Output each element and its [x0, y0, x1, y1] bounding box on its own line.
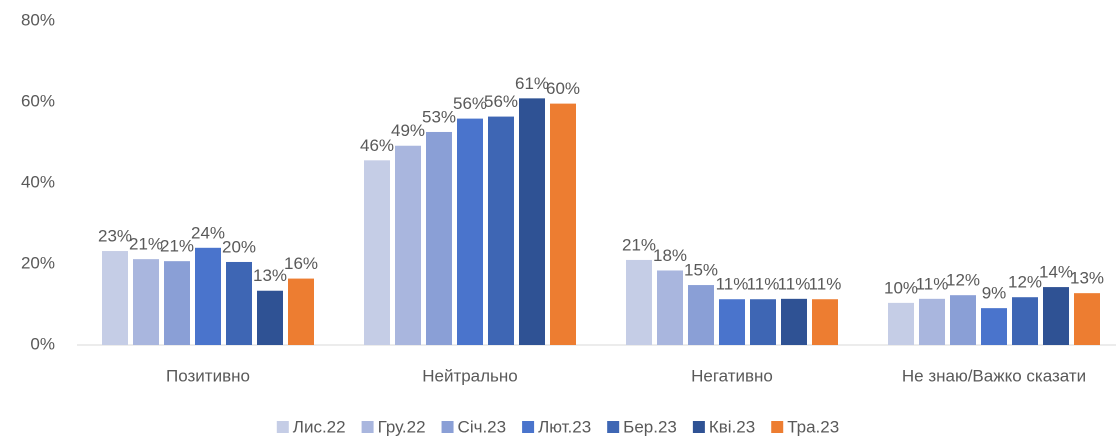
legend-swatch [692, 421, 705, 433]
bar [888, 302, 914, 345]
legend-label: Лют.23 [538, 417, 591, 436]
data-label: 14% [1039, 263, 1073, 282]
data-label: 11% [916, 274, 949, 293]
legend-label: Гру.22 [378, 417, 426, 436]
data-label: 13% [253, 266, 287, 285]
y-tick-label: 0% [30, 334, 55, 353]
legend-label: Січ.23 [458, 417, 507, 436]
bar [550, 103, 576, 346]
data-label: 18% [653, 246, 687, 265]
bar [257, 290, 283, 345]
bar [426, 131, 452, 345]
x-tick-label: Негативно [691, 366, 773, 385]
legend-swatch [361, 421, 374, 433]
bar [1074, 293, 1100, 345]
data-label: 16% [284, 254, 318, 273]
legend-swatch [276, 421, 289, 433]
data-label: 20% [222, 237, 256, 256]
data-label: 23% [98, 227, 132, 246]
data-label: 13% [1070, 269, 1104, 288]
legend-swatch [771, 421, 784, 433]
data-label: 46% [360, 136, 394, 155]
data-label: 21% [622, 235, 656, 254]
bar [719, 299, 745, 345]
bar [1012, 297, 1038, 345]
legend-label: Лис.22 [293, 417, 346, 436]
bar [781, 298, 807, 345]
bar [519, 98, 545, 345]
data-label: 21% [160, 237, 194, 256]
bar [812, 299, 838, 345]
legend-swatch [522, 421, 535, 433]
legend-swatch [441, 421, 454, 433]
bar [364, 160, 390, 345]
bar [457, 118, 483, 345]
data-label: 11% [716, 275, 749, 294]
data-label: 61% [515, 74, 549, 93]
bar [102, 251, 128, 345]
bar [195, 247, 221, 345]
data-label: 12% [946, 271, 980, 290]
bar [981, 308, 1007, 345]
data-label: 10% [884, 278, 918, 297]
data-label: 21% [129, 235, 163, 254]
bar [688, 285, 714, 345]
bar [164, 261, 190, 345]
data-label: 56% [484, 92, 518, 111]
legend-label: Бер.23 [623, 417, 677, 436]
bar [133, 259, 159, 345]
y-tick-label: 40% [21, 172, 55, 191]
bar [657, 270, 683, 345]
data-label: 53% [422, 107, 456, 126]
data-label: 12% [1008, 273, 1042, 292]
x-tick-label: Нейтрально [422, 366, 518, 385]
bar [488, 116, 514, 345]
legend-swatch [607, 421, 620, 433]
bar [950, 295, 976, 345]
x-tick-label: Позитивно [166, 366, 250, 385]
data-label: 15% [684, 261, 718, 280]
y-tick-label: 80% [21, 10, 55, 29]
data-label: 9% [982, 284, 1007, 303]
data-label: 11% [778, 274, 811, 293]
legend-label: Кві.23 [709, 417, 755, 436]
bar [626, 259, 652, 345]
data-label: 11% [747, 275, 780, 294]
bar [226, 261, 252, 345]
data-label: 24% [191, 223, 225, 242]
bar [919, 298, 945, 345]
bar [395, 145, 421, 345]
x-tick-label: Не знаю/Важко сказати [902, 366, 1086, 385]
data-label: 11% [809, 275, 842, 294]
bar [750, 299, 776, 345]
y-tick-label: 60% [21, 91, 55, 110]
bar [1043, 287, 1069, 345]
bar [288, 278, 314, 345]
data-label: 56% [453, 94, 487, 113]
data-label: 60% [546, 79, 580, 98]
data-label: 49% [391, 121, 425, 140]
y-tick-label: 20% [21, 253, 55, 272]
legend-label: Тра.23 [787, 417, 839, 436]
